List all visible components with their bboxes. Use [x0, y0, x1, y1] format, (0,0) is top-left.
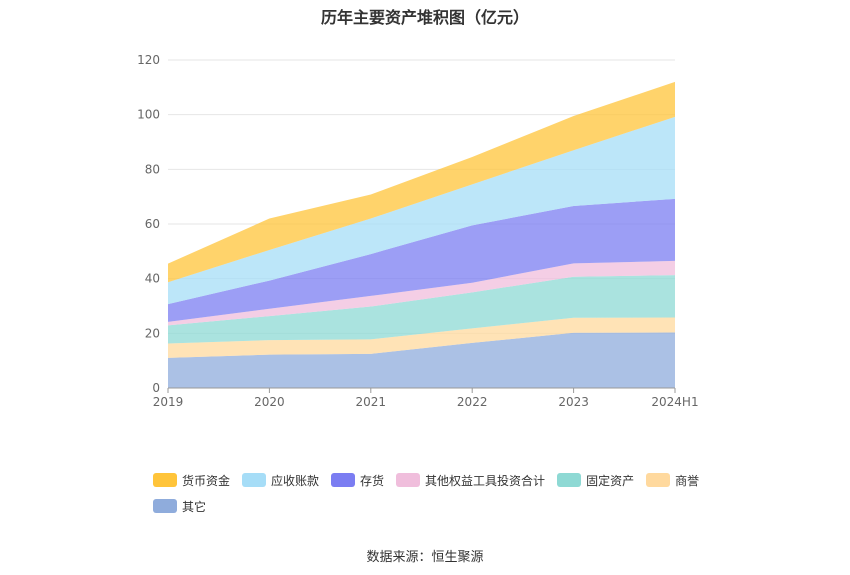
legend-label: 存货 — [360, 473, 385, 488]
legend-swatch — [242, 473, 267, 487]
area-固定资产 — [168, 275, 675, 344]
x-tick-label: 2020 — [254, 395, 285, 409]
y-tick-label: 0 — [152, 381, 160, 395]
area-series — [168, 81, 675, 388]
legend-label: 其它 — [182, 499, 207, 514]
area-其他权益工具投资合计 — [168, 260, 675, 326]
x-tick-label: 2024H1 — [651, 395, 698, 409]
area-货币资金 — [168, 81, 675, 283]
legend-label: 固定资产 — [586, 473, 635, 488]
y-tick-label: 60 — [145, 217, 160, 231]
area-应收账款 — [168, 116, 675, 305]
legend-swatch — [557, 473, 582, 487]
x-tick-label: 2022 — [457, 395, 488, 409]
legend-label: 商誉 — [675, 473, 700, 488]
legend: 货币资金 应收账款 存货 其他权益工具投资合计 固定资产 商誉其它 — [153, 472, 713, 524]
y-tick-label: 40 — [145, 272, 160, 286]
y-tick-label: 80 — [145, 162, 160, 176]
y-tick-label: 20 — [145, 326, 160, 340]
area-商誉 — [168, 317, 675, 358]
legend-swatch — [646, 473, 671, 487]
area-其它 — [168, 332, 675, 388]
x-tick-label: 2019 — [153, 395, 184, 409]
area-存货 — [168, 198, 675, 322]
legend-item[interactable]: 存货 — [331, 472, 384, 488]
legend-item[interactable]: 商誉 — [646, 472, 699, 488]
legend-label: 货币资金 — [182, 473, 231, 488]
chart-title: 历年主要资产堆积图（亿元） — [320, 8, 529, 27]
source-note: 数据来源：恒生聚源 — [366, 550, 484, 565]
legend-swatch — [396, 473, 421, 487]
legend-swatch — [331, 473, 356, 487]
legend-item[interactable]: 固定资产 — [557, 472, 634, 488]
legend-item[interactable]: 货币资金 — [153, 472, 230, 488]
x-tick-label: 2021 — [356, 395, 387, 409]
legend-label: 应收账款 — [271, 473, 320, 488]
legend-swatch — [153, 473, 177, 487]
legend-swatch — [153, 499, 177, 513]
y-tick-label: 120 — [137, 53, 160, 67]
x-tick-label: 2023 — [558, 395, 589, 409]
legend-item[interactable]: 应收账款 — [242, 472, 319, 488]
axes: 0 20 40 60 80 100 120 2019 2020 2021 2022 2023 2024H… — [137, 53, 699, 409]
legend-item[interactable]: 其他权益工具投资合计 — [396, 472, 545, 488]
legend-label: 其他权益工具投资合计 — [425, 473, 546, 488]
y-tick-label: 100 — [137, 108, 160, 122]
legend-item[interactable]: 其它 — [153, 498, 206, 514]
